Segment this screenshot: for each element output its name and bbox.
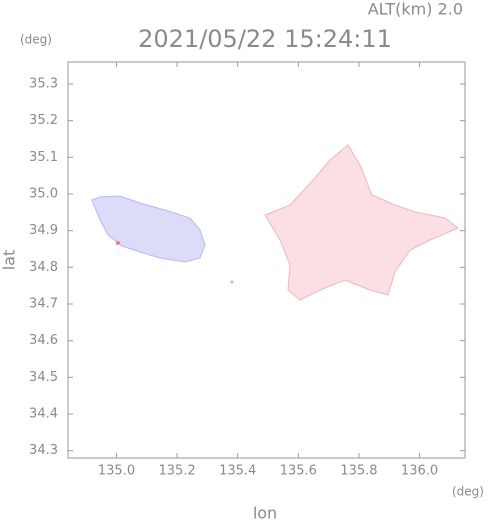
y-tick-label: 35.1 bbox=[29, 150, 58, 165]
y-tick-label: 34.3 bbox=[29, 443, 58, 458]
plot-frame bbox=[67, 61, 466, 459]
pink-echo bbox=[264, 144, 459, 301]
blue-echo bbox=[91, 195, 206, 263]
chart-title: 2021/05/22 15:24:11 bbox=[138, 25, 392, 53]
x-tick-label: 135.4 bbox=[219, 464, 256, 479]
echo-cell bbox=[116, 241, 120, 245]
x-tick-label: 135.6 bbox=[280, 464, 317, 479]
y-unit: (deg) bbox=[20, 33, 52, 47]
y-tick-label: 35.0 bbox=[29, 187, 58, 202]
x-tick-label: 136.0 bbox=[401, 464, 438, 479]
y-tick-label: 35.3 bbox=[29, 77, 58, 92]
x-axis-label: lon bbox=[253, 504, 277, 521]
y-tick-label: 34.4 bbox=[29, 407, 58, 422]
x-tick-label: 135.0 bbox=[98, 464, 135, 479]
y-axis-label: lat bbox=[0, 250, 19, 271]
altitude-label: ALT(km) 2.0 bbox=[368, 0, 463, 19]
echo-cell bbox=[230, 280, 234, 284]
y-tick-label: 35.2 bbox=[29, 113, 58, 128]
y-tick-label: 34.5 bbox=[29, 370, 58, 385]
echo-areas bbox=[91, 144, 459, 301]
y-tick-label: 34.6 bbox=[29, 333, 58, 348]
y-tick-label: 34.9 bbox=[29, 223, 58, 238]
y-tick-label: 34.7 bbox=[29, 297, 58, 312]
x-tick-label: 135.2 bbox=[158, 464, 195, 479]
x-unit: (deg) bbox=[452, 485, 484, 499]
y-tick-label: 34.8 bbox=[29, 260, 58, 275]
x-tick-label: 135.8 bbox=[340, 464, 377, 479]
